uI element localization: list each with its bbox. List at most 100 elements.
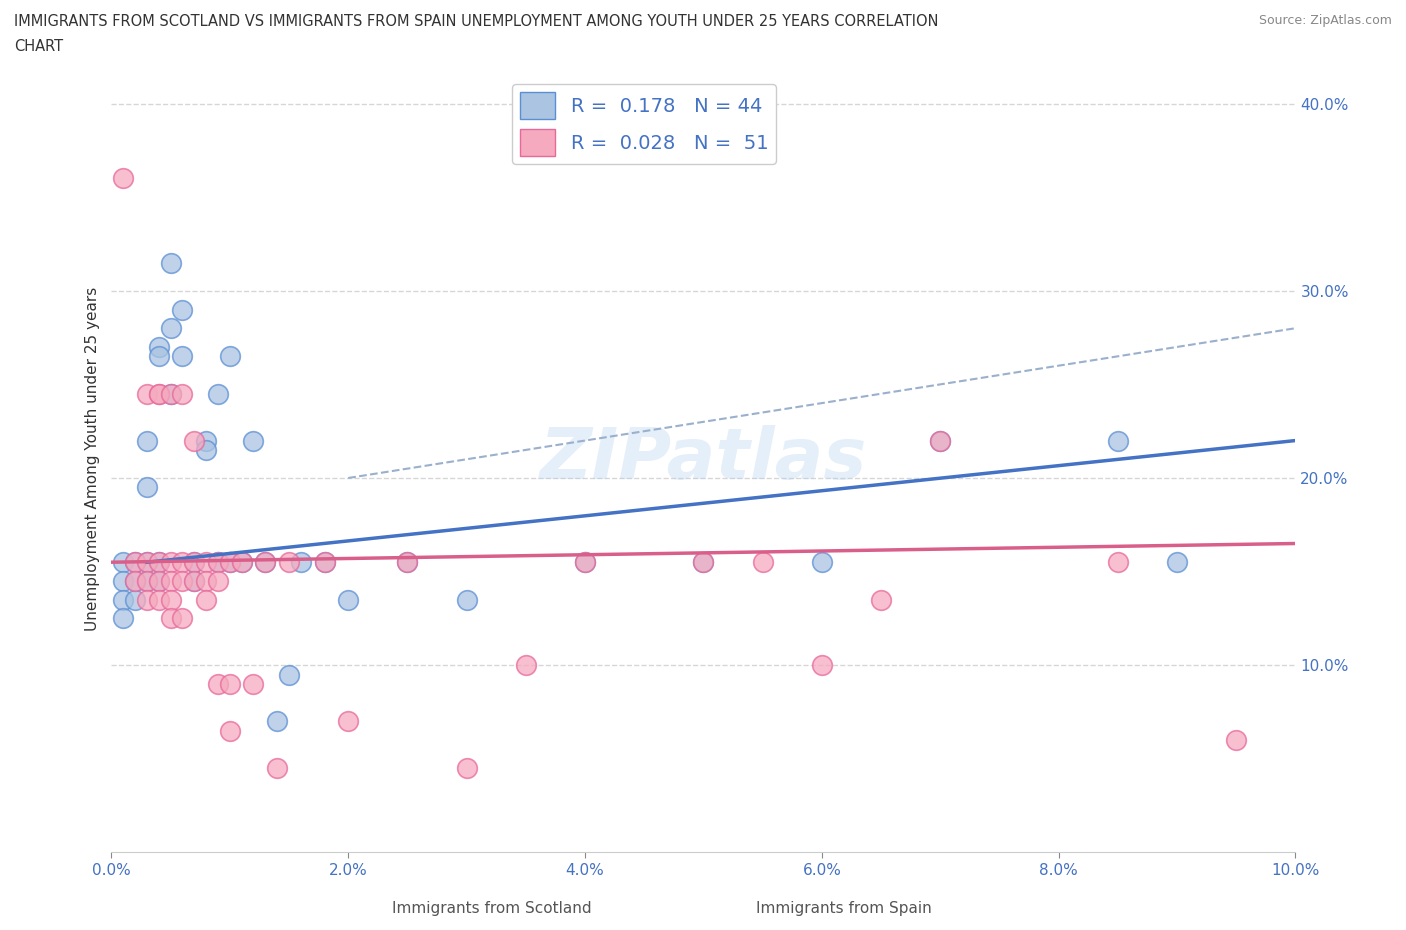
Point [148, 574, 170, 589]
Point [218, 724, 240, 738]
Point [183, 555, 205, 570]
Text: ZIPatlas: ZIPatlas [540, 425, 868, 494]
Point [195, 433, 218, 448]
Point [337, 592, 360, 607]
Y-axis label: Unemployment Among Youth under 25 years: Unemployment Among Youth under 25 years [86, 287, 100, 631]
Point [337, 714, 360, 729]
Point [870, 592, 893, 607]
Point [207, 386, 229, 401]
Point [172, 611, 194, 626]
Point [172, 349, 194, 364]
Text: IMMIGRANTS FROM SCOTLAND VS IMMIGRANTS FROM SPAIN UNEMPLOYMENT AMONG YOUTH UNDER: IMMIGRANTS FROM SCOTLAND VS IMMIGRANTS F… [14, 14, 939, 29]
Point [148, 386, 170, 401]
Text: Immigrants from Scotland: Immigrants from Scotland [392, 901, 592, 916]
Text: Immigrants from Spain: Immigrants from Spain [756, 901, 932, 916]
Point [159, 386, 181, 401]
Point [183, 574, 205, 589]
Point [148, 592, 170, 607]
Point [1225, 733, 1247, 748]
Point [242, 433, 264, 448]
Point [396, 555, 419, 570]
Point [136, 574, 159, 589]
Point [278, 667, 301, 682]
Point [207, 676, 229, 691]
Point [172, 386, 194, 401]
Point [124, 574, 146, 589]
Point [183, 433, 205, 448]
Point [254, 555, 277, 570]
Point [751, 555, 773, 570]
Point [159, 386, 181, 401]
Point [112, 611, 135, 626]
Point [218, 555, 240, 570]
Text: Source: ZipAtlas.com: Source: ZipAtlas.com [1258, 14, 1392, 27]
Point [692, 555, 714, 570]
Point [183, 555, 205, 570]
Point [112, 171, 135, 186]
Point [207, 555, 229, 570]
Point [266, 714, 288, 729]
Point [136, 480, 159, 495]
Point [112, 555, 135, 570]
Point [218, 676, 240, 691]
Point [195, 574, 218, 589]
Point [515, 658, 537, 672]
Point [148, 555, 170, 570]
Point [172, 555, 194, 570]
Point [195, 592, 218, 607]
Text: CHART: CHART [14, 39, 63, 54]
Point [112, 574, 135, 589]
Point [231, 555, 253, 570]
Point [159, 255, 181, 270]
Point [124, 592, 146, 607]
Point [929, 433, 952, 448]
Point [159, 611, 181, 626]
Point [136, 574, 159, 589]
Point [396, 555, 419, 570]
Point [136, 433, 159, 448]
Point [254, 555, 277, 570]
Point [159, 574, 181, 589]
Point [266, 761, 288, 776]
Point [148, 339, 170, 354]
Point [929, 433, 952, 448]
Point [183, 574, 205, 589]
Point [112, 592, 135, 607]
Point [811, 555, 834, 570]
Point [195, 443, 218, 458]
Point [692, 555, 714, 570]
Point [124, 555, 146, 570]
Point [242, 676, 264, 691]
Point [314, 555, 336, 570]
Point [218, 349, 240, 364]
Legend: R =  0.178   N = 44, R =  0.028   N =  51: R = 0.178 N = 44, R = 0.028 N = 51 [512, 84, 776, 164]
Point [811, 658, 834, 672]
Point [124, 555, 146, 570]
Point [314, 555, 336, 570]
Point [124, 574, 146, 589]
Point [136, 592, 159, 607]
Point [278, 555, 301, 570]
Point [159, 592, 181, 607]
Point [148, 574, 170, 589]
Point [207, 574, 229, 589]
Point [207, 555, 229, 570]
Point [290, 555, 312, 570]
Point [574, 555, 596, 570]
Point [136, 555, 159, 570]
Point [136, 386, 159, 401]
Point [136, 555, 159, 570]
Point [231, 555, 253, 570]
Point [1107, 433, 1129, 448]
Point [172, 302, 194, 317]
Point [218, 555, 240, 570]
Point [172, 574, 194, 589]
Point [1166, 555, 1188, 570]
Point [456, 592, 478, 607]
Point [1107, 555, 1129, 570]
Point [148, 386, 170, 401]
Point [574, 555, 596, 570]
Point [456, 761, 478, 776]
Point [148, 555, 170, 570]
Point [159, 321, 181, 336]
